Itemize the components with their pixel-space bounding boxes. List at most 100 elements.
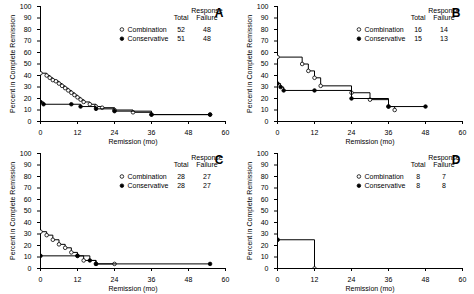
svg-text:70: 70 [24, 37, 32, 44]
svg-text:27: 27 [203, 173, 211, 180]
svg-text:Remission (mo): Remission (mo) [345, 138, 394, 146]
svg-text:10: 10 [24, 106, 32, 113]
svg-text:0: 0 [265, 265, 269, 272]
svg-text:Percent in Complete Remission: Percent in Complete Remission [246, 162, 254, 260]
svg-text:Percent in Complete Remission: Percent in Complete Remission [246, 15, 254, 113]
svg-text:60: 60 [24, 196, 32, 203]
svg-text:36: 36 [148, 276, 156, 283]
svg-text:15: 15 [414, 35, 422, 42]
svg-text:100: 100 [257, 150, 269, 157]
svg-text:51: 51 [177, 35, 185, 42]
svg-text:Combination: Combination [127, 26, 166, 33]
svg-text:80: 80 [261, 173, 269, 180]
svg-text:Remission (mo): Remission (mo) [108, 138, 157, 146]
svg-text:Conservative: Conservative [127, 35, 168, 42]
svg-text:0: 0 [39, 129, 43, 136]
svg-text:36: 36 [148, 129, 156, 136]
svg-text:90: 90 [261, 14, 269, 21]
svg-text:Conservative: Conservative [127, 182, 168, 189]
svg-text:80: 80 [24, 26, 32, 33]
svg-text:60: 60 [261, 196, 269, 203]
svg-text:Remission (mo): Remission (mo) [108, 285, 157, 293]
svg-text:C: C [215, 153, 224, 167]
svg-text:100: 100 [20, 150, 32, 157]
svg-text:D: D [452, 153, 461, 167]
svg-text:48: 48 [185, 129, 193, 136]
svg-text:Percent in Complete Remission: Percent in Complete Remission [9, 15, 17, 113]
svg-text:Percent in Complete Remission: Percent in Complete Remission [9, 162, 17, 260]
svg-text:90: 90 [24, 161, 32, 168]
svg-text:60: 60 [222, 276, 230, 283]
svg-text:40: 40 [24, 219, 32, 226]
svg-text:10: 10 [261, 106, 269, 113]
svg-text:48: 48 [203, 35, 211, 42]
svg-text:Total: Total [411, 161, 426, 168]
svg-text:20: 20 [261, 95, 269, 102]
svg-text:70: 70 [24, 184, 32, 191]
svg-text:70: 70 [261, 184, 269, 191]
svg-text:50: 50 [261, 207, 269, 214]
svg-text:24: 24 [111, 129, 119, 136]
svg-text:A: A [215, 6, 224, 20]
svg-text:28: 28 [177, 173, 185, 180]
svg-text:60: 60 [459, 276, 467, 283]
svg-text:Remission (mo): Remission (mo) [345, 285, 394, 293]
svg-text:12: 12 [311, 129, 319, 136]
svg-text:100: 100 [20, 3, 32, 10]
svg-text:48: 48 [422, 276, 430, 283]
svg-text:14: 14 [440, 26, 448, 33]
svg-text:12: 12 [74, 129, 82, 136]
svg-text:Combination: Combination [127, 173, 166, 180]
svg-text:48: 48 [203, 26, 211, 33]
svg-text:12: 12 [74, 276, 82, 283]
svg-text:24: 24 [348, 276, 356, 283]
svg-text:Total: Total [174, 161, 189, 168]
svg-text:80: 80 [24, 173, 32, 180]
svg-text:28: 28 [177, 182, 185, 189]
svg-text:0: 0 [28, 118, 32, 125]
svg-text:12: 12 [311, 276, 319, 283]
svg-text:60: 60 [222, 129, 230, 136]
svg-text:0: 0 [276, 276, 280, 283]
svg-text:30: 30 [261, 83, 269, 90]
svg-text:60: 60 [24, 49, 32, 56]
svg-text:50: 50 [24, 60, 32, 67]
svg-text:13: 13 [440, 35, 448, 42]
svg-text:16: 16 [414, 26, 422, 33]
svg-text:20: 20 [24, 242, 32, 249]
svg-text:40: 40 [24, 72, 32, 79]
svg-text:48: 48 [185, 276, 193, 283]
svg-text:Conservative: Conservative [364, 182, 405, 189]
svg-text:7: 7 [442, 173, 446, 180]
svg-text:36: 36 [385, 276, 393, 283]
svg-text:Combination: Combination [364, 26, 403, 33]
svg-text:27: 27 [203, 182, 211, 189]
svg-text:B: B [452, 6, 461, 20]
svg-text:50: 50 [261, 60, 269, 67]
svg-text:Conservative: Conservative [364, 35, 405, 42]
svg-text:20: 20 [24, 95, 32, 102]
svg-text:90: 90 [261, 161, 269, 168]
svg-text:60: 60 [459, 129, 467, 136]
svg-text:70: 70 [261, 37, 269, 44]
svg-text:0: 0 [39, 276, 43, 283]
svg-text:40: 40 [261, 219, 269, 226]
svg-text:10: 10 [24, 253, 32, 260]
svg-text:0: 0 [265, 118, 269, 125]
svg-text:24: 24 [348, 129, 356, 136]
svg-text:30: 30 [24, 230, 32, 237]
svg-text:24: 24 [111, 276, 119, 283]
svg-text:80: 80 [261, 26, 269, 33]
svg-text:8: 8 [442, 182, 446, 189]
svg-text:50: 50 [24, 207, 32, 214]
svg-text:100: 100 [257, 3, 269, 10]
svg-text:Combination: Combination [364, 173, 403, 180]
svg-text:10: 10 [261, 253, 269, 260]
svg-text:30: 30 [24, 83, 32, 90]
svg-text:48: 48 [422, 129, 430, 136]
svg-text:Total: Total [411, 14, 426, 21]
svg-text:36: 36 [385, 129, 393, 136]
svg-text:8: 8 [416, 173, 420, 180]
svg-text:20: 20 [261, 242, 269, 249]
svg-text:90: 90 [24, 14, 32, 21]
